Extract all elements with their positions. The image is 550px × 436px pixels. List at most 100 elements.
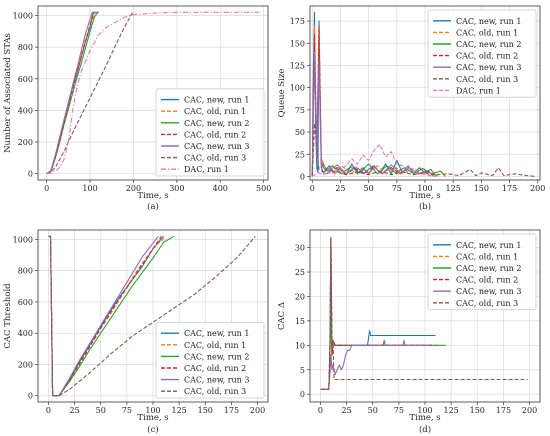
legend-entry-6: CAC, old, run 3: [456, 75, 518, 84]
y-tick-label: 20: [295, 292, 305, 301]
series-line-5: [46, 12, 93, 175]
x-tick-label: 200: [522, 406, 537, 415]
legend-entry-2: CAC, old, run 1: [184, 107, 246, 116]
legend-box: [427, 9, 537, 98]
x-tick-label: 50: [364, 184, 374, 193]
y-tick-label: 200: [18, 360, 33, 369]
legend-entry-5: CAC, new, run 3: [184, 142, 249, 151]
y-tick-label: 5: [300, 366, 305, 375]
series-line-5: [320, 339, 431, 390]
legend: CAC, new, run 1 CAC, old, run 1 CAC, new, …: [427, 233, 537, 310]
x-tick-label: 50: [368, 406, 378, 415]
legend-entry-6: CAC, old, run 3: [184, 387, 246, 396]
x-tick-label: 400: [213, 184, 228, 193]
legend-entry-3: CAC, new, run 2: [184, 352, 249, 361]
x-tick-label: 100: [82, 184, 97, 193]
x-tick-label: 125: [443, 406, 458, 415]
x-tick-label: 25: [335, 184, 345, 193]
chart-panel-1: 0 100 200 300 400 500 0 200 400 600 800 1000 Time, s…: [3, 5, 271, 212]
x-tick-label: 100: [145, 406, 160, 415]
x-tick-label: 0: [318, 406, 323, 415]
legend-entry-4: CAC, old, run 2: [184, 130, 246, 139]
x-tick-label: 125: [171, 406, 186, 415]
plot-frame: [309, 229, 541, 403]
legend-entry-1: CAC, new, run 1: [456, 17, 521, 26]
legend: CAC, new, run 1 CAC, old, run 1 CAC, new, …: [155, 321, 265, 399]
legend-entry-4: CAC, old, run 2: [456, 276, 518, 285]
legend-entry-5: CAC, new, run 3: [456, 287, 521, 296]
y-tick-label: 30: [295, 244, 305, 253]
legend-entry-6: CAC, old, run 3: [456, 299, 518, 308]
panel-caption: (b): [419, 201, 431, 212]
x-tick-label: 300: [169, 184, 184, 193]
series-line-6: [311, 122, 536, 177]
x-tick-label: 150: [474, 184, 489, 193]
series-group: [48, 235, 256, 397]
x-tick-label: 175: [496, 406, 511, 415]
x-tick-label: 100: [417, 184, 432, 193]
y-tick-label: 75: [295, 106, 305, 115]
series-line-4: [46, 12, 95, 175]
y-tick-label: 0: [28, 170, 33, 179]
x-tick-label: 0: [44, 184, 49, 193]
legend-box: [155, 88, 265, 177]
y-tick-label: 25: [295, 150, 305, 159]
x-tick-label: 75: [392, 184, 402, 193]
x-tick-label: 50: [96, 406, 106, 415]
y-tick-label: 15: [295, 317, 305, 326]
y-tick-label: 1000: [13, 235, 33, 244]
y-tick-label: 400: [18, 106, 33, 115]
x-tick-label: 150: [470, 406, 485, 415]
legend-entry-3: CAC, new, run 2: [184, 119, 249, 128]
series-group: [320, 237, 528, 390]
series-group: [46, 11, 260, 175]
x-tick-label: 200: [126, 184, 141, 193]
y-tick-label: 175: [290, 17, 305, 26]
x-tick-label: 100: [417, 406, 432, 415]
y-axis-label: Queue Size: [277, 69, 287, 118]
y-tick-label: 200: [18, 138, 33, 147]
legend-entry-1: CAC, new, run 1: [456, 241, 521, 250]
x-tick-label: 25: [341, 406, 351, 415]
x-tick-label: 200: [530, 184, 545, 193]
y-tick-label: 10: [295, 341, 305, 350]
plot-frame: [37, 5, 269, 181]
y-tick-label: 25: [295, 268, 305, 277]
legend-entry-2: CAC, old, run 1: [184, 341, 246, 350]
plot-frame: [37, 229, 269, 403]
legend-entry-6: CAC, old, run 3: [184, 154, 246, 163]
legend-entry-7: DAC, run 1: [184, 165, 229, 174]
chart-panel-3: 0 25 50 75 100 125 150 175 200 0 200 400 600 800 1000 T…: [3, 229, 269, 435]
x-axis-label: Time, s: [409, 413, 440, 423]
y-tick-label: 800: [18, 267, 33, 276]
legend-entry-1: CAC, new, run 1: [184, 96, 249, 105]
x-tick-label: 200: [250, 406, 265, 415]
y-tick-label: 125: [290, 61, 305, 70]
chart-panel-4: 0 25 50 75 100 125 150 175 200 0 5 10 15 20 25 30 Time, …: [277, 229, 541, 435]
legend-entry-1: CAC, new, run 1: [184, 329, 249, 338]
series-line-6: [46, 12, 134, 175]
y-tick-label: 100: [290, 84, 305, 93]
x-tick-label: 125: [446, 184, 461, 193]
legend-entry-4: CAC, old, run 2: [456, 52, 518, 61]
legend-entry-3: CAC, new, run 2: [456, 264, 521, 273]
legend-entry-5: CAC, new, run 3: [456, 63, 521, 72]
x-axis-label: Time, s: [137, 191, 168, 201]
panel-caption: (c): [147, 424, 158, 435]
series-line-7: [312, 143, 437, 177]
series-group: [311, 11, 536, 177]
y-tick-label: 150: [290, 39, 305, 48]
x-tick-label: 0: [46, 406, 51, 415]
legend: CAC, new, run 1 CAC, old, run 1 CAC, new, …: [155, 88, 265, 177]
series-line-7: [46, 11, 260, 175]
x-tick-label: 150: [198, 406, 213, 415]
series-line-6: [320, 237, 528, 390]
y-tick-label: 0: [300, 390, 305, 399]
series-line-5: [311, 51, 431, 177]
x-tick-label: 75: [122, 406, 132, 415]
plot-frame: [309, 5, 541, 181]
legend-entry-7: DAC, run 1: [456, 86, 501, 95]
x-axis-label: Time, s: [137, 413, 168, 423]
y-axis-label: Number of Associated STAs: [3, 33, 13, 153]
